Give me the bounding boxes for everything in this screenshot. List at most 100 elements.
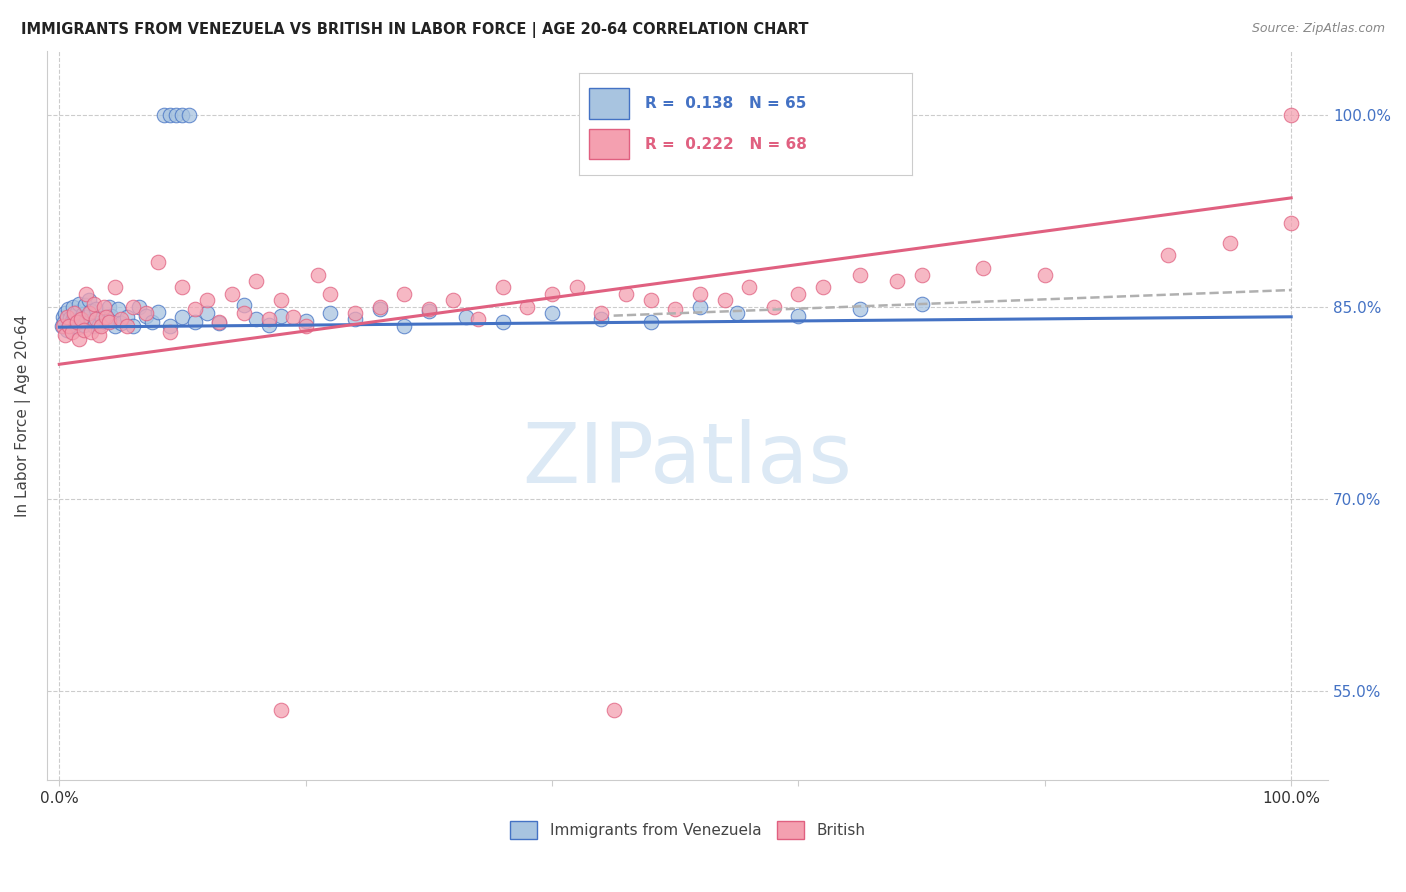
Point xyxy=(97,315,120,329)
Point xyxy=(725,306,748,320)
Point xyxy=(541,306,564,320)
Point xyxy=(77,293,100,308)
Point xyxy=(53,315,76,329)
Point xyxy=(319,306,342,320)
Point xyxy=(910,268,932,282)
Point xyxy=(79,314,101,328)
Point xyxy=(58,318,80,332)
Point xyxy=(443,293,465,308)
Point xyxy=(541,286,564,301)
Point xyxy=(184,302,207,317)
Point xyxy=(492,280,515,294)
Point xyxy=(492,315,515,329)
Point xyxy=(55,310,77,324)
Point xyxy=(65,315,87,329)
Point xyxy=(762,300,785,314)
Point xyxy=(97,300,120,314)
Point xyxy=(849,268,872,282)
Point xyxy=(58,318,80,333)
Point xyxy=(664,302,686,317)
Point xyxy=(172,280,194,294)
Point xyxy=(75,298,97,312)
Point xyxy=(67,332,90,346)
Point xyxy=(467,312,489,326)
Point xyxy=(849,302,872,317)
Point xyxy=(55,323,77,337)
Point xyxy=(208,315,231,329)
Point xyxy=(77,306,100,320)
Point xyxy=(713,293,735,308)
Point xyxy=(283,310,305,324)
Point xyxy=(1279,108,1302,122)
Point xyxy=(392,318,415,333)
Point xyxy=(591,312,613,326)
Point xyxy=(787,286,810,301)
Point xyxy=(811,280,834,294)
Point xyxy=(66,320,89,334)
Text: ZIPatlas: ZIPatlas xyxy=(523,418,852,500)
Point xyxy=(516,300,538,314)
Point xyxy=(177,108,200,122)
Point xyxy=(94,314,117,328)
Point xyxy=(454,310,477,324)
Point xyxy=(368,300,391,314)
Point xyxy=(65,316,87,330)
Point xyxy=(91,311,114,326)
Point xyxy=(294,318,316,333)
Point xyxy=(319,286,342,301)
Point xyxy=(69,312,91,326)
Point xyxy=(70,315,93,329)
Point xyxy=(972,261,994,276)
Point xyxy=(294,314,316,328)
Point xyxy=(208,316,231,330)
Point xyxy=(62,300,84,314)
Point xyxy=(591,306,613,320)
Point xyxy=(80,326,103,340)
Text: IMMIGRANTS FROM VENEZUELA VS BRITISH IN LABOR FORCE | AGE 20-64 CORRELATION CHAR: IMMIGRANTS FROM VENEZUELA VS BRITISH IN … xyxy=(21,22,808,38)
Point xyxy=(195,293,218,308)
Point xyxy=(55,306,77,320)
Point xyxy=(146,255,169,269)
Point xyxy=(67,297,90,311)
Point xyxy=(233,306,256,320)
Point xyxy=(159,318,181,333)
Point xyxy=(221,286,243,301)
Point xyxy=(614,286,637,301)
Point xyxy=(159,326,181,340)
Point xyxy=(104,280,127,294)
Point xyxy=(270,309,292,323)
Point xyxy=(52,318,75,333)
Legend: Immigrants from Venezuela, British: Immigrants from Venezuela, British xyxy=(503,814,872,846)
Point xyxy=(602,703,624,717)
Point xyxy=(418,302,440,317)
Point xyxy=(84,302,107,317)
Point xyxy=(343,312,366,326)
Point xyxy=(141,315,163,329)
Point xyxy=(87,318,110,332)
Point xyxy=(343,306,366,320)
Point xyxy=(90,318,112,333)
Text: Source: ZipAtlas.com: Source: ZipAtlas.com xyxy=(1251,22,1385,36)
Point xyxy=(640,315,662,329)
Point xyxy=(165,108,187,122)
Point xyxy=(565,280,588,294)
Point xyxy=(1219,235,1241,250)
Point xyxy=(107,302,129,317)
Point xyxy=(110,312,132,326)
Point xyxy=(245,274,267,288)
Point xyxy=(689,286,711,301)
Point xyxy=(63,309,86,323)
Point xyxy=(146,305,169,319)
Point xyxy=(115,318,138,333)
Point xyxy=(110,316,132,330)
Point xyxy=(93,300,115,314)
Point xyxy=(73,318,96,332)
Point xyxy=(172,108,194,122)
Point xyxy=(75,310,97,324)
Point xyxy=(418,303,440,318)
Point xyxy=(153,108,176,122)
Point xyxy=(70,312,93,326)
Point xyxy=(63,306,86,320)
Point xyxy=(886,274,908,288)
Point xyxy=(257,312,280,326)
